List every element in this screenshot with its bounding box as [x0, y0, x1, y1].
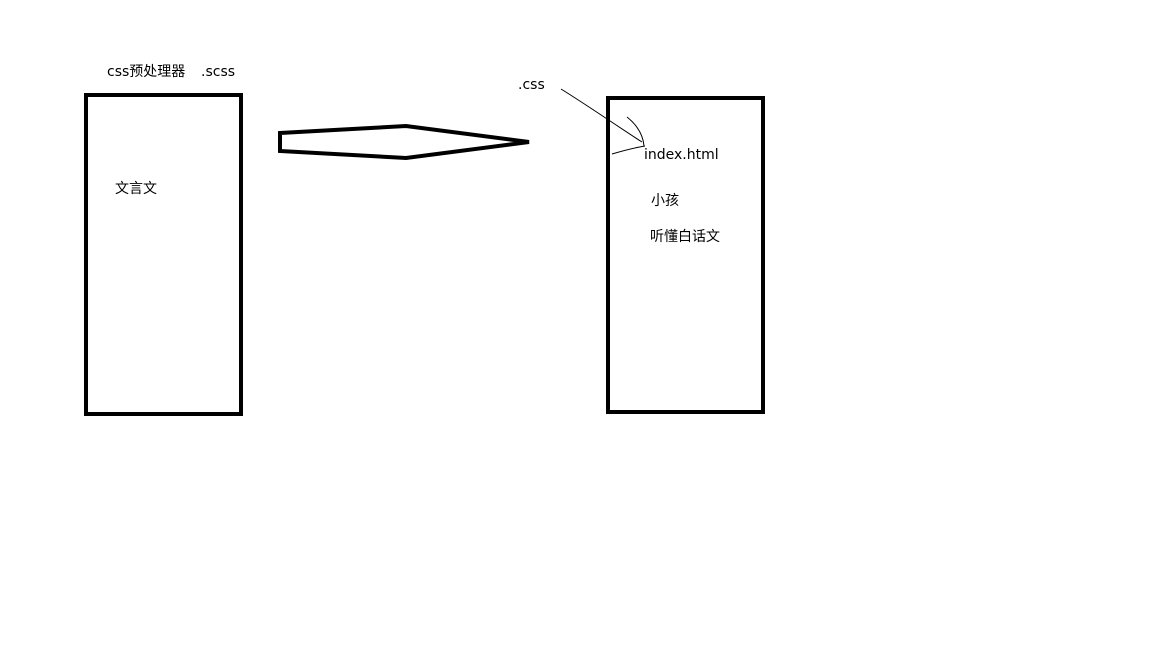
preprocessor-caption: css预处理器	[107, 64, 186, 80]
output-box	[606, 96, 765, 414]
compile-arrow	[278, 123, 530, 161]
output-line-child: 小孩	[651, 193, 679, 209]
preprocessor-box-text: 文言文	[115, 181, 157, 197]
css-pointer-bracket	[611, 145, 646, 155]
css-pointer-arrowhead-curve	[626, 116, 645, 147]
css-annotation: .css	[518, 77, 545, 93]
css-pointer-line	[560, 88, 643, 143]
output-line-vernacular: 听懂白话文	[650, 229, 720, 245]
scss-extension-label: .scss	[201, 64, 236, 80]
index-html-label: index.html	[644, 147, 719, 163]
preprocessor-box	[84, 93, 243, 416]
